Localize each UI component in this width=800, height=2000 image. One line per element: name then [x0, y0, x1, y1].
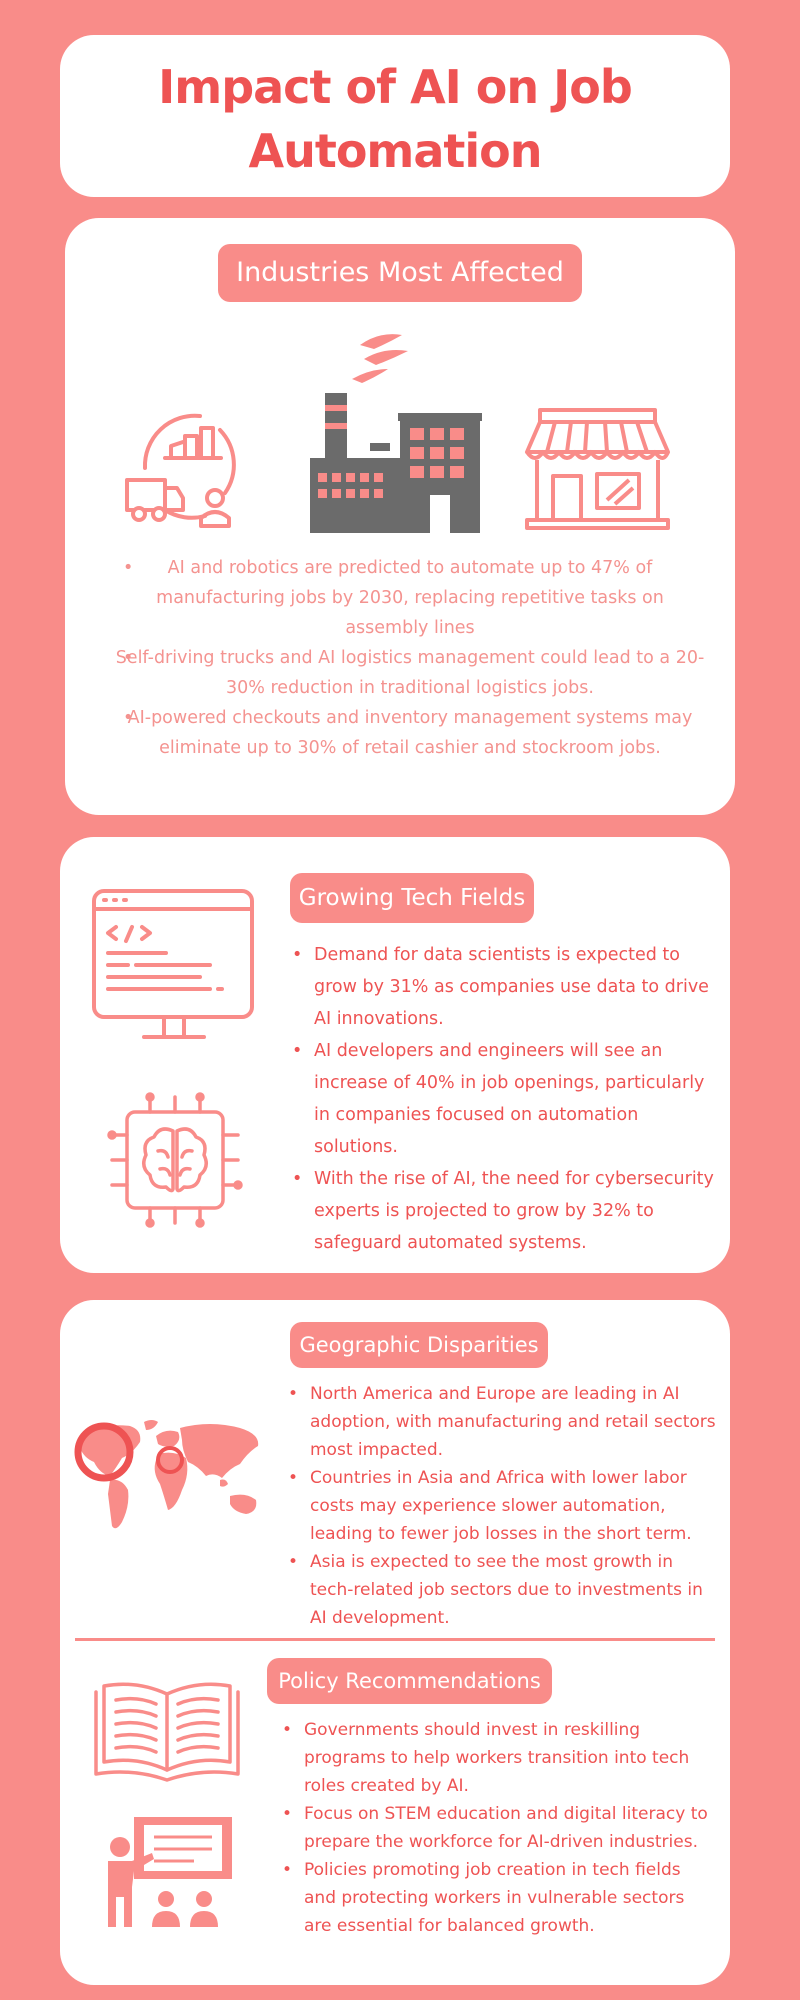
list-item: Asia is expected to see the most growth …	[288, 1548, 718, 1632]
page-title: Impact of AI on Job Automation	[158, 60, 633, 178]
list-item: Self-driving trucks and AI logistics man…	[115, 643, 705, 703]
list-item: AI and robotics are predicted to automat…	[115, 553, 705, 643]
policy-heading: Policy Recommendations	[267, 1658, 552, 1704]
list-item: Governments should invest in reskilling …	[282, 1716, 712, 1800]
list-item: AI developers and engineers will see an …	[292, 1035, 722, 1163]
industries-card: Industries Most Affected	[65, 218, 735, 815]
world-map-icon	[74, 1420, 259, 1529]
list-item: Focus on STEM education and digital lite…	[282, 1800, 712, 1856]
ai-chip-brain-icon	[107, 1092, 243, 1228]
list-item: With the rise of AI, the need for cybers…	[292, 1163, 722, 1259]
tech-bullet-list: Demand for data scientists is expected t…	[292, 939, 722, 1259]
retail-store-icon	[525, 408, 670, 530]
factory-icon	[310, 334, 482, 533]
open-book-icon	[94, 1682, 240, 1782]
section-divider	[75, 1638, 715, 1641]
list-item: North America and Europe are leading in …	[288, 1380, 718, 1464]
logistics-icon	[125, 413, 236, 528]
list-item: Policies promoting job creation in tech …	[282, 1856, 712, 1940]
list-item: Countries in Asia and Africa with lower …	[288, 1464, 718, 1548]
teacher-presentation-icon	[108, 1817, 232, 1927]
industries-heading: Industries Most Affected	[218, 244, 582, 302]
geo-heading: Geographic Disparities	[290, 1322, 548, 1368]
list-item: AI-powered checkouts and inventory manag…	[115, 703, 705, 763]
tech-card: Growing Tech Fields Demand for data scie…	[60, 837, 730, 1273]
policy-bullet-list: Governments should invest in reskilling …	[282, 1716, 712, 1940]
geo-policy-card: Geographic Disparities North America and…	[60, 1300, 730, 1985]
tech-heading: Growing Tech Fields	[290, 873, 534, 923]
geo-bullet-list: North America and Europe are leading in …	[288, 1380, 718, 1632]
list-item: Demand for data scientists is expected t…	[292, 939, 722, 1035]
code-monitor-icon	[92, 889, 254, 1039]
industries-bullet-list: AI and robotics are predicted to automat…	[115, 553, 705, 763]
title-card: Impact of AI on Job Automation	[60, 35, 730, 197]
